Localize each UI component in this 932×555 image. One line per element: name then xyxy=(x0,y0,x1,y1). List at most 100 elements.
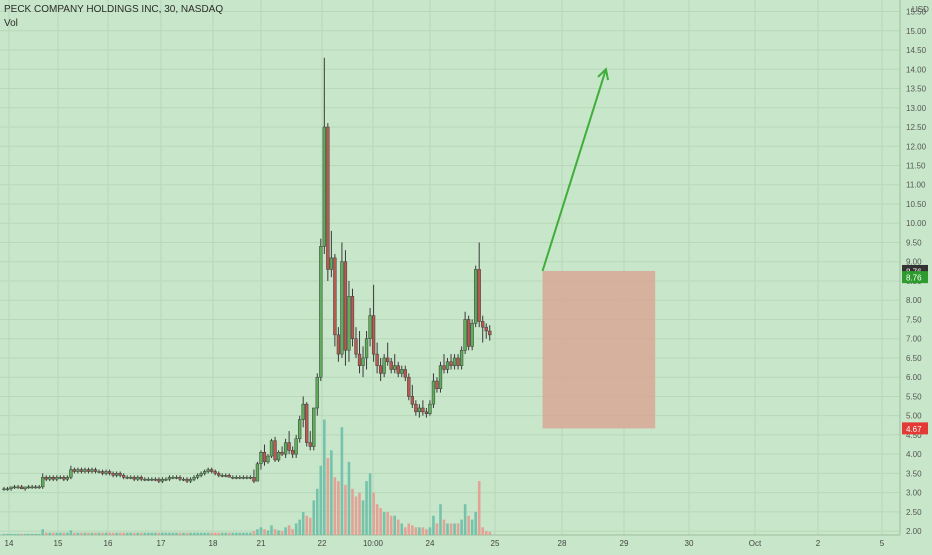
volume-bar xyxy=(403,527,407,535)
volume-bar xyxy=(182,532,185,535)
candle-body xyxy=(150,478,154,481)
volume-bar xyxy=(238,532,242,535)
candle-body xyxy=(129,477,133,479)
y-tick-label: 9.50 xyxy=(906,238,922,247)
candle-body xyxy=(449,361,453,366)
x-tick-label: 5 xyxy=(880,539,885,548)
candle-body xyxy=(122,475,126,478)
volume-bar xyxy=(30,533,34,535)
volume-bar xyxy=(347,461,351,535)
candle-body xyxy=(438,365,443,389)
volume-bar xyxy=(37,533,41,535)
x-tick-label: 2 xyxy=(816,539,821,548)
candle-body xyxy=(340,261,344,355)
candle-body xyxy=(371,315,376,355)
y-tick-label: 5.50 xyxy=(906,392,922,401)
volume-bar xyxy=(164,532,168,535)
candle-body xyxy=(104,471,108,474)
x-tick-label: 29 xyxy=(620,539,629,548)
candle-body xyxy=(421,407,425,413)
volume-bar xyxy=(115,532,118,535)
candle-body xyxy=(136,477,140,480)
volume-bar xyxy=(143,532,147,535)
volume-bar xyxy=(48,532,52,535)
volume-bar xyxy=(101,532,104,535)
candle-body xyxy=(350,296,355,339)
volume-bar xyxy=(178,532,182,535)
volume-bar xyxy=(284,527,287,535)
y-tick-label: 7.00 xyxy=(906,335,922,344)
candle-body xyxy=(146,478,150,481)
volume-bar xyxy=(372,492,375,535)
y-tick-label: 14.00 xyxy=(906,65,927,74)
candle-body xyxy=(97,471,101,473)
volume-bar xyxy=(323,419,326,535)
volume-bar xyxy=(147,532,150,535)
candle-body xyxy=(139,477,143,480)
candle-body xyxy=(174,477,179,479)
y-tick-label: 2.50 xyxy=(906,508,922,517)
volume-bar xyxy=(308,517,312,535)
volume-bar xyxy=(94,532,97,535)
candle-body xyxy=(23,486,27,490)
candle-body xyxy=(361,357,365,366)
candle-body xyxy=(93,469,98,472)
x-tick-label: 25 xyxy=(491,539,500,548)
volume-bar xyxy=(280,531,284,535)
candle-body xyxy=(111,473,115,476)
candle-body xyxy=(435,380,439,389)
y-tick-label: 6.50 xyxy=(906,354,922,363)
y-tick-label: 10.00 xyxy=(906,219,927,228)
volume-bar xyxy=(277,530,280,535)
candle-body xyxy=(210,469,214,472)
y-tick-label: 11.00 xyxy=(906,181,926,190)
volume-bar xyxy=(379,508,382,535)
volume-bar xyxy=(460,519,463,535)
y-tick-label: 4.50 xyxy=(906,431,922,440)
candle-body xyxy=(417,407,422,413)
candle-body xyxy=(343,261,348,351)
volume-bar xyxy=(396,519,400,535)
candle-body xyxy=(456,357,460,366)
volume-bar xyxy=(315,488,319,535)
candle-body xyxy=(72,469,77,472)
volume-bar xyxy=(351,488,354,535)
candle-body xyxy=(185,478,189,482)
volume-bar xyxy=(104,532,108,535)
indicator-label: Vol xyxy=(4,18,18,29)
candle-body xyxy=(51,477,55,480)
y-tick-label: 3.00 xyxy=(906,489,922,498)
candle-body xyxy=(364,338,369,359)
candle-body xyxy=(322,126,326,247)
candle-body xyxy=(118,473,122,476)
candle-body xyxy=(410,396,414,405)
volume-bar xyxy=(474,511,477,535)
volume-bar xyxy=(122,532,125,535)
volume-bar xyxy=(263,529,266,535)
candle-body xyxy=(213,471,217,474)
x-tick-label: 15 xyxy=(54,539,63,548)
candle-body xyxy=(431,380,436,405)
volume-bar xyxy=(20,533,23,535)
candle-body xyxy=(5,488,10,491)
volume-bar xyxy=(87,532,90,535)
volume-bar xyxy=(108,532,111,535)
candle-body xyxy=(195,475,200,478)
volume-bar xyxy=(199,532,203,535)
candle-body xyxy=(298,419,302,440)
x-tick-label: 30 xyxy=(685,539,694,548)
volume-bar xyxy=(69,530,73,535)
candle-body xyxy=(160,478,165,482)
candle-body xyxy=(16,486,20,489)
candle-body xyxy=(333,257,337,336)
volume-bar xyxy=(245,532,249,535)
candle-body xyxy=(428,403,432,415)
volume-bar xyxy=(150,532,154,535)
volume-bar xyxy=(6,533,9,535)
volume-bar xyxy=(189,532,192,535)
y-tick-label: 10.50 xyxy=(906,200,927,209)
volume-bar xyxy=(34,533,37,535)
candle-body xyxy=(273,440,277,461)
